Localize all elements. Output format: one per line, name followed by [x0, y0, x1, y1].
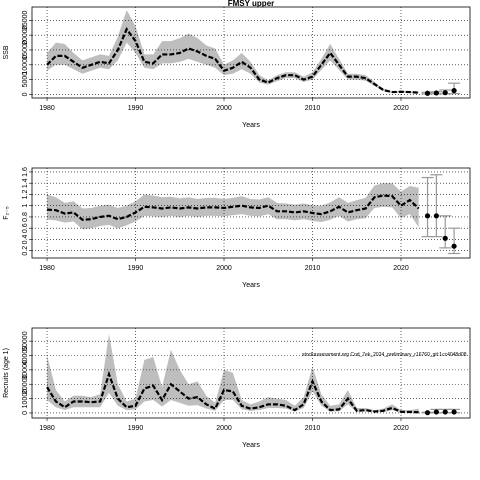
y-tick-label: 30000	[22, 360, 29, 380]
plot-frame	[31, 327, 471, 419]
projection-point	[433, 90, 439, 96]
x-tick-label: 1980	[39, 265, 55, 272]
x-tick-label: 1980	[39, 425, 55, 432]
projection-point	[451, 87, 457, 94]
y-tick-label: 10000	[22, 55, 29, 75]
projection-point	[442, 90, 448, 96]
x-tick-label: 1990	[128, 425, 144, 432]
x-tick-label: 2000	[216, 105, 232, 112]
confidence-band	[47, 333, 419, 413]
median-line	[46, 194, 420, 221]
x-tick-label: 2010	[305, 105, 321, 112]
median-line	[46, 370, 419, 414]
x-tick-label: 1990	[128, 265, 144, 272]
y-tick-label: 0	[22, 92, 29, 96]
x-tick-label: 2000	[216, 265, 232, 272]
x-tick-label: 2020	[393, 425, 409, 432]
y-tick-label: 50000	[22, 331, 29, 351]
x-axis-label: Years	[242, 122, 260, 129]
y-tick-label: 5000	[22, 72, 29, 88]
projection-point	[451, 243, 457, 249]
projection-point	[442, 409, 448, 415]
y-tick-label: 0.2	[22, 246, 29, 256]
y-tick-label: 1.6	[22, 167, 29, 177]
y-tick-label: 40000	[22, 346, 29, 366]
chart-title: FMSY upper	[228, 0, 275, 8]
y-tick-label: 1	[22, 204, 29, 208]
y-axis-label: Recruits (age 1)	[3, 348, 10, 398]
x-tick-label: 1990	[128, 105, 144, 112]
x-tick-label: 2010	[305, 265, 321, 272]
y-tick-label: 20000	[22, 25, 29, 45]
annotation: stockassessment.org Cod_7ek_2024_prelimi…	[302, 352, 467, 358]
y-tick-label: 1.2	[22, 189, 29, 199]
x-tick-label: 2020	[393, 265, 409, 272]
y-axis-label: SSB	[3, 45, 10, 59]
y-axis-label: F₂₋₅	[3, 206, 10, 220]
x-axis-label: Years	[242, 282, 260, 289]
projection-point	[433, 409, 439, 415]
x-tick-label: 2010	[305, 425, 321, 432]
projection-point	[424, 90, 431, 96]
y-tick-label: 0.8	[22, 212, 29, 222]
projection-point	[424, 213, 431, 219]
x-tick-label: 1980	[39, 105, 55, 112]
plot-frame	[31, 167, 471, 259]
y-tick-label: 0	[22, 411, 29, 415]
y-tick-label: 0.6	[22, 223, 29, 233]
y-tick-label: 20000	[22, 374, 29, 394]
projection-point	[442, 235, 448, 241]
projection-point	[424, 410, 431, 416]
confidence-band	[47, 9, 419, 94]
x-axis-label: Years	[242, 442, 260, 449]
x-tick-label: 2000	[216, 425, 232, 432]
median-line	[46, 27, 419, 94]
y-tick-label: 0.4	[22, 234, 29, 244]
y-tick-label: 15000	[22, 40, 29, 60]
x-tick-label: 2020	[393, 105, 409, 112]
projection-point	[433, 213, 439, 219]
y-tick-label: 1.4	[22, 178, 29, 188]
projection-point	[451, 409, 457, 415]
y-tick-label: 10000	[22, 389, 29, 409]
plot-frame	[31, 6, 471, 99]
y-tick-label: 25000	[22, 11, 29, 31]
